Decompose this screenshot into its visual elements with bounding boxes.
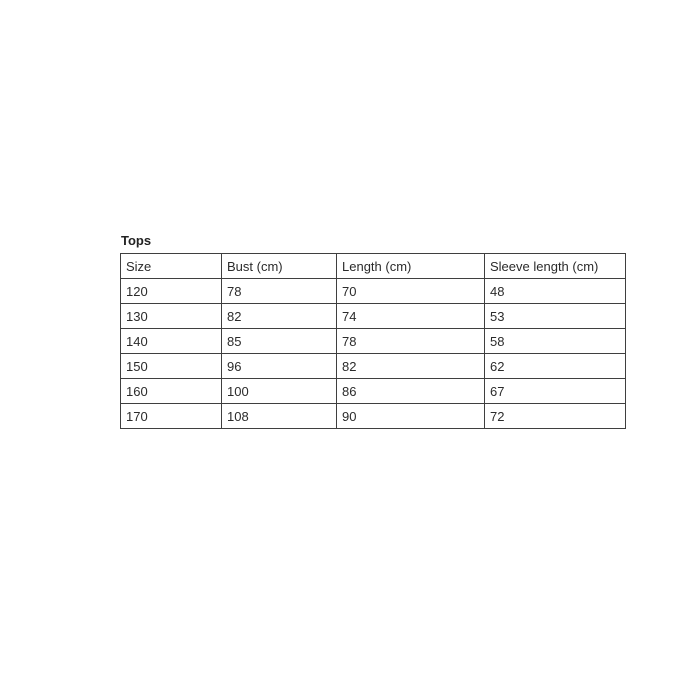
header-row: Size Bust (cm) Length (cm) Sleeve length…	[120, 253, 626, 279]
size-table: Size Bust (cm) Length (cm) Sleeve length…	[120, 253, 626, 429]
column-header-bust: Bust (cm)	[221, 253, 337, 279]
table-cell: 58	[484, 328, 626, 354]
table-cell: 150	[120, 353, 222, 379]
table-title: Tops	[121, 233, 152, 248]
table-cell: 78	[221, 278, 337, 304]
table-cell: 62	[484, 353, 626, 379]
column-header-sleeve-length: Sleeve length (cm)	[484, 253, 626, 279]
table-cell: 86	[336, 378, 485, 404]
column-header-size: Size	[120, 253, 222, 279]
table-cell: 120	[120, 278, 222, 304]
table-cell: 160	[120, 378, 222, 404]
table-row: 150 96 82 62	[120, 353, 626, 379]
column-header-length: Length (cm)	[336, 253, 485, 279]
table-cell: 48	[484, 278, 626, 304]
table-cell: 140	[120, 328, 222, 354]
table-cell: 70	[336, 278, 485, 304]
table-cell: 53	[484, 303, 626, 329]
table-cell: 96	[221, 353, 337, 379]
table-cell: 108	[221, 403, 337, 429]
table-cell: 72	[484, 403, 626, 429]
table-cell: 170	[120, 403, 222, 429]
table-row: 140 85 78 58	[120, 328, 626, 354]
table-cell: 85	[221, 328, 337, 354]
table-row: 120 78 70 48	[120, 278, 626, 304]
table-cell: 74	[336, 303, 485, 329]
table-row: 160 100 86 67	[120, 378, 626, 404]
table-cell: 78	[336, 328, 485, 354]
table-row: 170 108 90 72	[120, 403, 626, 429]
size-chart: Tops Size Bust (cm) Length (cm) Sleeve l…	[120, 233, 626, 429]
table-cell: 82	[336, 353, 485, 379]
table-row: 130 82 74 53	[120, 303, 626, 329]
table-cell: 90	[336, 403, 485, 429]
table-cell: 67	[484, 378, 626, 404]
table-cell: 100	[221, 378, 337, 404]
table-cell: 130	[120, 303, 222, 329]
table-cell: 82	[221, 303, 337, 329]
